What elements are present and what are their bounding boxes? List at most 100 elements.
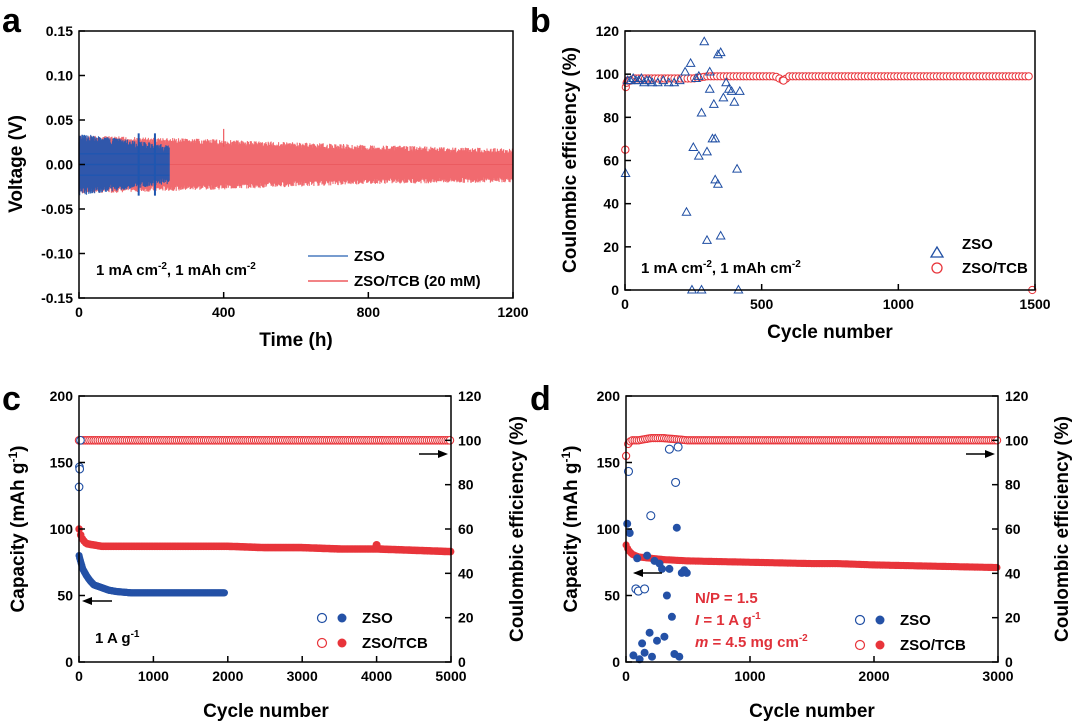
chart-c-y2tick-label: 80 [458, 477, 474, 493]
chart-b-legend-tcb: ZSO/TCB [962, 260, 1028, 277]
zso-ce-point [696, 107, 707, 117]
zso-capacity-point [665, 564, 674, 573]
chart-c-ytick-label: 100 [50, 521, 74, 537]
chart-b-xtick-label: 1000 [883, 296, 914, 312]
chart-b-xtick-label: 500 [750, 296, 774, 312]
chart-d: 0 1000 2000 3000050100150200020406080100120… [559, 388, 1073, 722]
zso-capacity-point [662, 591, 671, 600]
zso-capacity-point [638, 639, 647, 648]
chart-a-ytick-label: 0.10 [46, 68, 73, 84]
zso-ce-point [681, 206, 692, 216]
chart-d-ytick-label: 50 [604, 588, 620, 604]
chart-c-arrowhead-right [438, 450, 448, 458]
chart-b-ytick-label: 100 [596, 66, 620, 82]
series-zso-tcb-capacity [622, 541, 1001, 572]
chart-a-xtick-label: 0 [75, 304, 83, 320]
chart-d-xlabel: Cycle number [749, 701, 875, 722]
panel-label-b: b [530, 2, 551, 40]
chart-a-ytick-label: -0.15 [41, 290, 73, 306]
chart-d-legend-tcb-filled [875, 640, 885, 650]
chart-d-y2tick-label: 80 [1005, 477, 1021, 493]
chart-d-xtick-label: 1000 [734, 668, 765, 684]
tcb-capacity-point [993, 563, 1001, 572]
chart-d-y2tick-label: 0 [1005, 654, 1013, 670]
zso-ce-point [715, 47, 726, 57]
chart-a-annotation: 1 mA cm-2, 1 mAh cm-2 [96, 261, 256, 279]
chart-a-legend-zso: ZSO [354, 248, 385, 265]
chart-c-ytick-label: 0 [65, 654, 73, 670]
chart-b-legend-zso-marker [929, 245, 945, 258]
series-zso-capacity [623, 519, 691, 664]
chart-c-xlabel: Cycle number [203, 701, 329, 722]
chart-c-legend-zso-open [316, 612, 328, 624]
zso-ce-point [708, 98, 719, 108]
zso-capacity-point [660, 632, 669, 641]
zso-ce-point [646, 511, 656, 521]
chart-d-ytick-label: 100 [597, 521, 621, 537]
zso-capacity-point [643, 551, 652, 560]
zso-ce-point [710, 174, 721, 184]
chart-b-ylabel: Coulombic efficiency (%) [560, 47, 581, 273]
chart-d-legend-zso-filled [875, 615, 885, 625]
chart-b-ytick-label: 120 [596, 23, 620, 39]
chart-c-xtick-label: 0 [75, 668, 83, 684]
zso-ce-point [701, 234, 713, 244]
zso-ce-point [688, 142, 699, 152]
chart-a-ytick-label: 0.00 [46, 157, 73, 173]
chart-c-y2tick-label: 120 [458, 388, 482, 404]
chart-a-ytick-label: -0.05 [41, 201, 73, 217]
chart-c-xtick-label: 5000 [435, 668, 466, 684]
chart-c-ytick-label: 150 [50, 455, 74, 471]
chart-c-y2label: Coulombic efficiency (%) [507, 416, 528, 642]
chart-d-plot-area [621, 433, 1002, 664]
chart-b-ytick-label: 20 [603, 239, 619, 255]
chart-d-legend-zso: ZSO [900, 612, 931, 629]
chart-d-y2tick-label: 120 [1005, 388, 1029, 404]
chart-a: 0 400 800 1200 -0.15 -0.10 -0.05 0.00 0.05 0.10 0.… [6, 23, 529, 351]
zso-ce-point [718, 92, 729, 102]
chart-c-legend-tcb-open [316, 637, 328, 649]
zso-ce-point [729, 96, 740, 106]
chart-d-y2tick-label: 20 [1005, 610, 1021, 626]
zso-ce-point [693, 150, 704, 160]
chart-d-xtick-label: 0 [622, 668, 630, 684]
chart-d-xtick-label: 2000 [858, 668, 889, 684]
chart-c-y2tick-label: 40 [458, 565, 474, 581]
series-zso-tcb-ce [621, 72, 1037, 295]
tcb-capacity-point [372, 540, 381, 549]
chart-a-plot-area [78, 128, 513, 196]
chart-b-axes: 0 500 1000 1500 0 20 40 60 80 100 120 [596, 23, 1051, 312]
zso-ce-point [663, 77, 674, 87]
zso-capacity-point [658, 564, 666, 573]
chart-c-legend-zso: ZSO [362, 610, 393, 627]
zso-ce-point [691, 72, 702, 82]
chart-c-xtick-label: 2000 [212, 668, 243, 684]
zso-capacity-point [648, 652, 656, 661]
chart-a-xtick-label: 800 [357, 304, 381, 320]
chart-d-y2tick-label: 40 [1005, 565, 1021, 581]
zso-capacity-point [633, 554, 642, 563]
chart-b-ytick-label: 80 [603, 109, 619, 125]
zso-capacity-point [625, 529, 634, 537]
series-zso-voltage [78, 133, 170, 196]
zso-ce-point [674, 75, 685, 85]
series-zso-tcb-capacity [75, 525, 455, 556]
panel-label-c: c [2, 380, 21, 418]
chart-c-legend-tcb: ZSO/TCB [362, 635, 428, 652]
chart-a-xtick-label: 1200 [497, 304, 528, 320]
chart-a-ytick-label: 0.05 [46, 112, 73, 128]
zso-ce-point [625, 75, 636, 85]
zso-capacity-point [629, 651, 638, 660]
panel-label-d: d [530, 380, 551, 418]
series-zso-tcb-ce [74, 435, 455, 445]
panel-label-a: a [2, 2, 22, 40]
zso-ce-point [734, 85, 745, 95]
chart-b-xtick-label: 1500 [1019, 296, 1050, 312]
zso-ce-point [636, 72, 647, 82]
tcb-ce-point [1024, 72, 1033, 81]
zso-ce-point [701, 146, 713, 156]
chart-b-annotation: 1 mA cm-2, 1 mAh cm-2 [641, 259, 801, 277]
chart-c-axes: 0 1000 2000 3000 4000 50000501001502000204060… [50, 388, 482, 684]
chart-d-legend-zso-open [854, 614, 866, 626]
zso-ce-point [671, 477, 681, 487]
